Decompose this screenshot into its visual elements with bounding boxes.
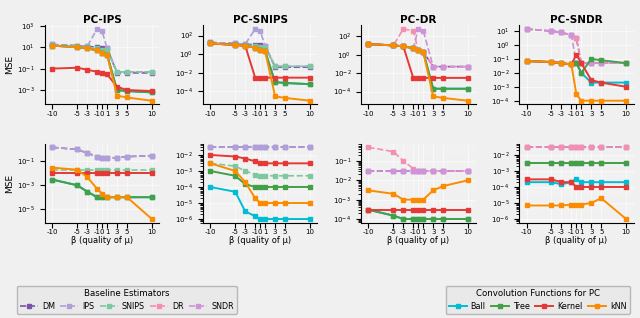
Y-axis label: MSE: MSE: [6, 174, 15, 193]
Legend: Ball, Tree, Kernel, kNN: Ball, Tree, Kernel, kNN: [445, 286, 630, 314]
X-axis label: β (quality of μ): β (quality of μ): [545, 236, 607, 245]
Title: PC-DR: PC-DR: [400, 15, 436, 25]
Title: PC-IPS: PC-IPS: [83, 15, 122, 25]
X-axis label: β (quality of μ): β (quality of μ): [229, 236, 291, 245]
X-axis label: β (quality of μ): β (quality of μ): [71, 236, 133, 245]
Title: PC-SNIPS: PC-SNIPS: [233, 15, 287, 25]
X-axis label: β (quality of μ): β (quality of μ): [387, 236, 449, 245]
Title: PC-SNDR: PC-SNDR: [550, 15, 603, 25]
Y-axis label: MSE: MSE: [6, 55, 15, 74]
Legend: DM, IPS, SNIPS, DR, SNDR: DM, IPS, SNIPS, DR, SNDR: [17, 286, 237, 314]
